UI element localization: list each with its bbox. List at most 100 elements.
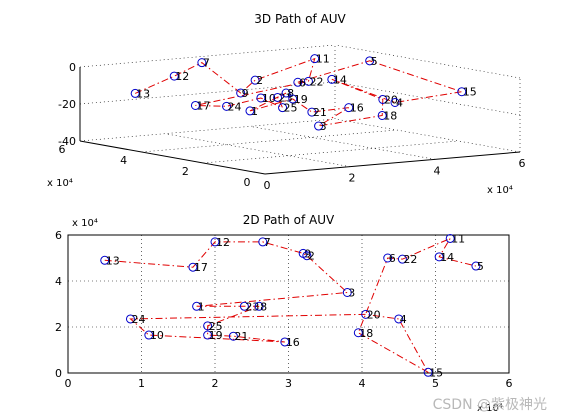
node-2d-label-20: 20 bbox=[367, 308, 381, 321]
node-2d-label-21: 21 bbox=[234, 330, 248, 343]
node-2d-4 bbox=[394, 314, 404, 324]
node-2d-11 bbox=[445, 233, 455, 243]
node-2d-label-8: 8 bbox=[260, 300, 267, 313]
node-2d-24 bbox=[125, 314, 135, 324]
node-2d-25 bbox=[203, 321, 213, 331]
grid-floor-back bbox=[79, 118, 336, 142]
node-2d-label-13: 13 bbox=[106, 254, 120, 267]
node-3d-1 bbox=[245, 106, 255, 116]
node-2d-10 bbox=[144, 330, 154, 340]
grid-floor-y-0 bbox=[203, 140, 459, 164]
x-tick-3d: 6 bbox=[519, 157, 526, 170]
node-2d-label-6: 6 bbox=[389, 252, 396, 265]
node-3d-label-9: 9 bbox=[242, 87, 249, 100]
node-2d-15 bbox=[423, 367, 433, 377]
node-3d-11 bbox=[310, 54, 320, 64]
node-3d-label-15: 15 bbox=[463, 86, 477, 99]
node-2d-label-14: 14 bbox=[440, 251, 454, 264]
title-3d: 3D Path of AUV bbox=[254, 12, 346, 26]
node-2d-label-4: 4 bbox=[400, 313, 407, 326]
x-axis-3d bbox=[264, 151, 521, 175]
grid-floor-right bbox=[334, 118, 521, 153]
node-3d-label-11: 11 bbox=[316, 53, 330, 66]
x-tick-2d: 4 bbox=[359, 377, 366, 390]
x-tick-2d: 1 bbox=[138, 377, 145, 390]
node-3d-label-22: 22 bbox=[309, 75, 323, 88]
node-2d-label-1: 1 bbox=[198, 300, 205, 313]
node-3d-12 bbox=[169, 71, 179, 81]
node-3d-14 bbox=[327, 74, 337, 84]
node-2d-label-5: 5 bbox=[477, 260, 484, 273]
node-2d-17 bbox=[188, 262, 198, 272]
path-2d bbox=[104, 237, 477, 374]
x-tick-2d: 2 bbox=[212, 377, 219, 390]
y-tick-3d: 0 bbox=[244, 176, 251, 189]
node-2d-label-11: 11 bbox=[451, 232, 465, 245]
grid-floor-y-1 bbox=[141, 129, 397, 153]
x-tick-2d: 6 bbox=[506, 377, 513, 390]
grid-side-z-0 bbox=[334, 81, 521, 116]
node-2d-label-18: 18 bbox=[359, 327, 373, 340]
node-3d-15 bbox=[457, 87, 467, 97]
x-tick-3d: 2 bbox=[349, 172, 356, 185]
node-3d-8 bbox=[281, 88, 291, 98]
node-2d-label-19: 19 bbox=[209, 329, 223, 342]
node-3d-4 bbox=[390, 98, 400, 107]
z-tick-3d: -20 bbox=[58, 98, 76, 111]
node-2d-label-25: 25 bbox=[209, 320, 223, 333]
x-tick-3d: 4 bbox=[434, 164, 441, 177]
node-3d-label-10: 10 bbox=[262, 92, 276, 105]
y-tick-3d: 6 bbox=[59, 143, 66, 156]
node-3d-label-17: 17 bbox=[196, 99, 210, 112]
node-3d-19 bbox=[288, 94, 298, 104]
node-2d-label-15: 15 bbox=[429, 366, 443, 379]
node-3d-16 bbox=[344, 103, 354, 113]
node-3d-23 bbox=[273, 92, 283, 102]
y-tick-2d: 6 bbox=[55, 229, 62, 242]
node-3d-7 bbox=[197, 58, 207, 68]
node-3d-label-13: 13 bbox=[136, 87, 150, 100]
node-3d-label-8: 8 bbox=[287, 87, 294, 100]
y-tick-2d: 2 bbox=[55, 321, 62, 334]
node-3d-25 bbox=[278, 103, 288, 113]
node-3d-20 bbox=[378, 94, 388, 104]
y-tick-2d: 4 bbox=[55, 275, 62, 288]
node-2d-label-9: 9 bbox=[304, 247, 311, 260]
node-3d-label-12: 12 bbox=[175, 70, 189, 83]
node-2d-13 bbox=[100, 255, 110, 265]
node-2d-label-12: 12 bbox=[216, 236, 230, 249]
y-exponent-2d: x 10⁴ bbox=[72, 218, 98, 229]
node-2d-18 bbox=[353, 328, 363, 338]
node-3d-17 bbox=[190, 100, 200, 110]
node-3d-label-24: 24 bbox=[228, 100, 242, 113]
node-3d-5 bbox=[365, 56, 375, 66]
x-tick-2d: 0 bbox=[65, 377, 72, 390]
node-3d-label-1: 1 bbox=[251, 105, 258, 118]
node-3d-label-21: 21 bbox=[313, 106, 327, 119]
node-2d-label-2: 2 bbox=[308, 250, 315, 263]
z-tick-3d: -40 bbox=[58, 135, 76, 148]
x-tick-3d: 0 bbox=[264, 179, 271, 192]
node-3d-label-14: 14 bbox=[333, 73, 347, 86]
node-2d-16 bbox=[280, 337, 290, 347]
x-tick-2d: 5 bbox=[432, 377, 439, 390]
node-2d-3 bbox=[342, 288, 352, 297]
y-axis-3d bbox=[79, 140, 266, 175]
node-2d-22 bbox=[397, 254, 407, 264]
grid-floor-x-1 bbox=[249, 126, 436, 160]
node-3d-label-2: 2 bbox=[256, 74, 263, 87]
node-3d-label-25: 25 bbox=[284, 102, 298, 115]
node-2d-12 bbox=[210, 237, 220, 247]
node-2d-label-10: 10 bbox=[150, 329, 164, 342]
grid-floor-x-0 bbox=[164, 133, 351, 167]
node-2d-label-3: 3 bbox=[348, 287, 355, 300]
y-tick-3d: 2 bbox=[182, 165, 189, 178]
node-2d-20 bbox=[361, 309, 371, 319]
node-2d-14 bbox=[434, 252, 444, 262]
x-tick-2d: 3 bbox=[285, 377, 292, 390]
axes-box-2d bbox=[67, 234, 510, 374]
node-3d-18 bbox=[377, 110, 387, 120]
watermark: CSDN @紫极神光 bbox=[432, 397, 547, 413]
y-exponent-3d: x 10⁴ bbox=[47, 178, 73, 189]
